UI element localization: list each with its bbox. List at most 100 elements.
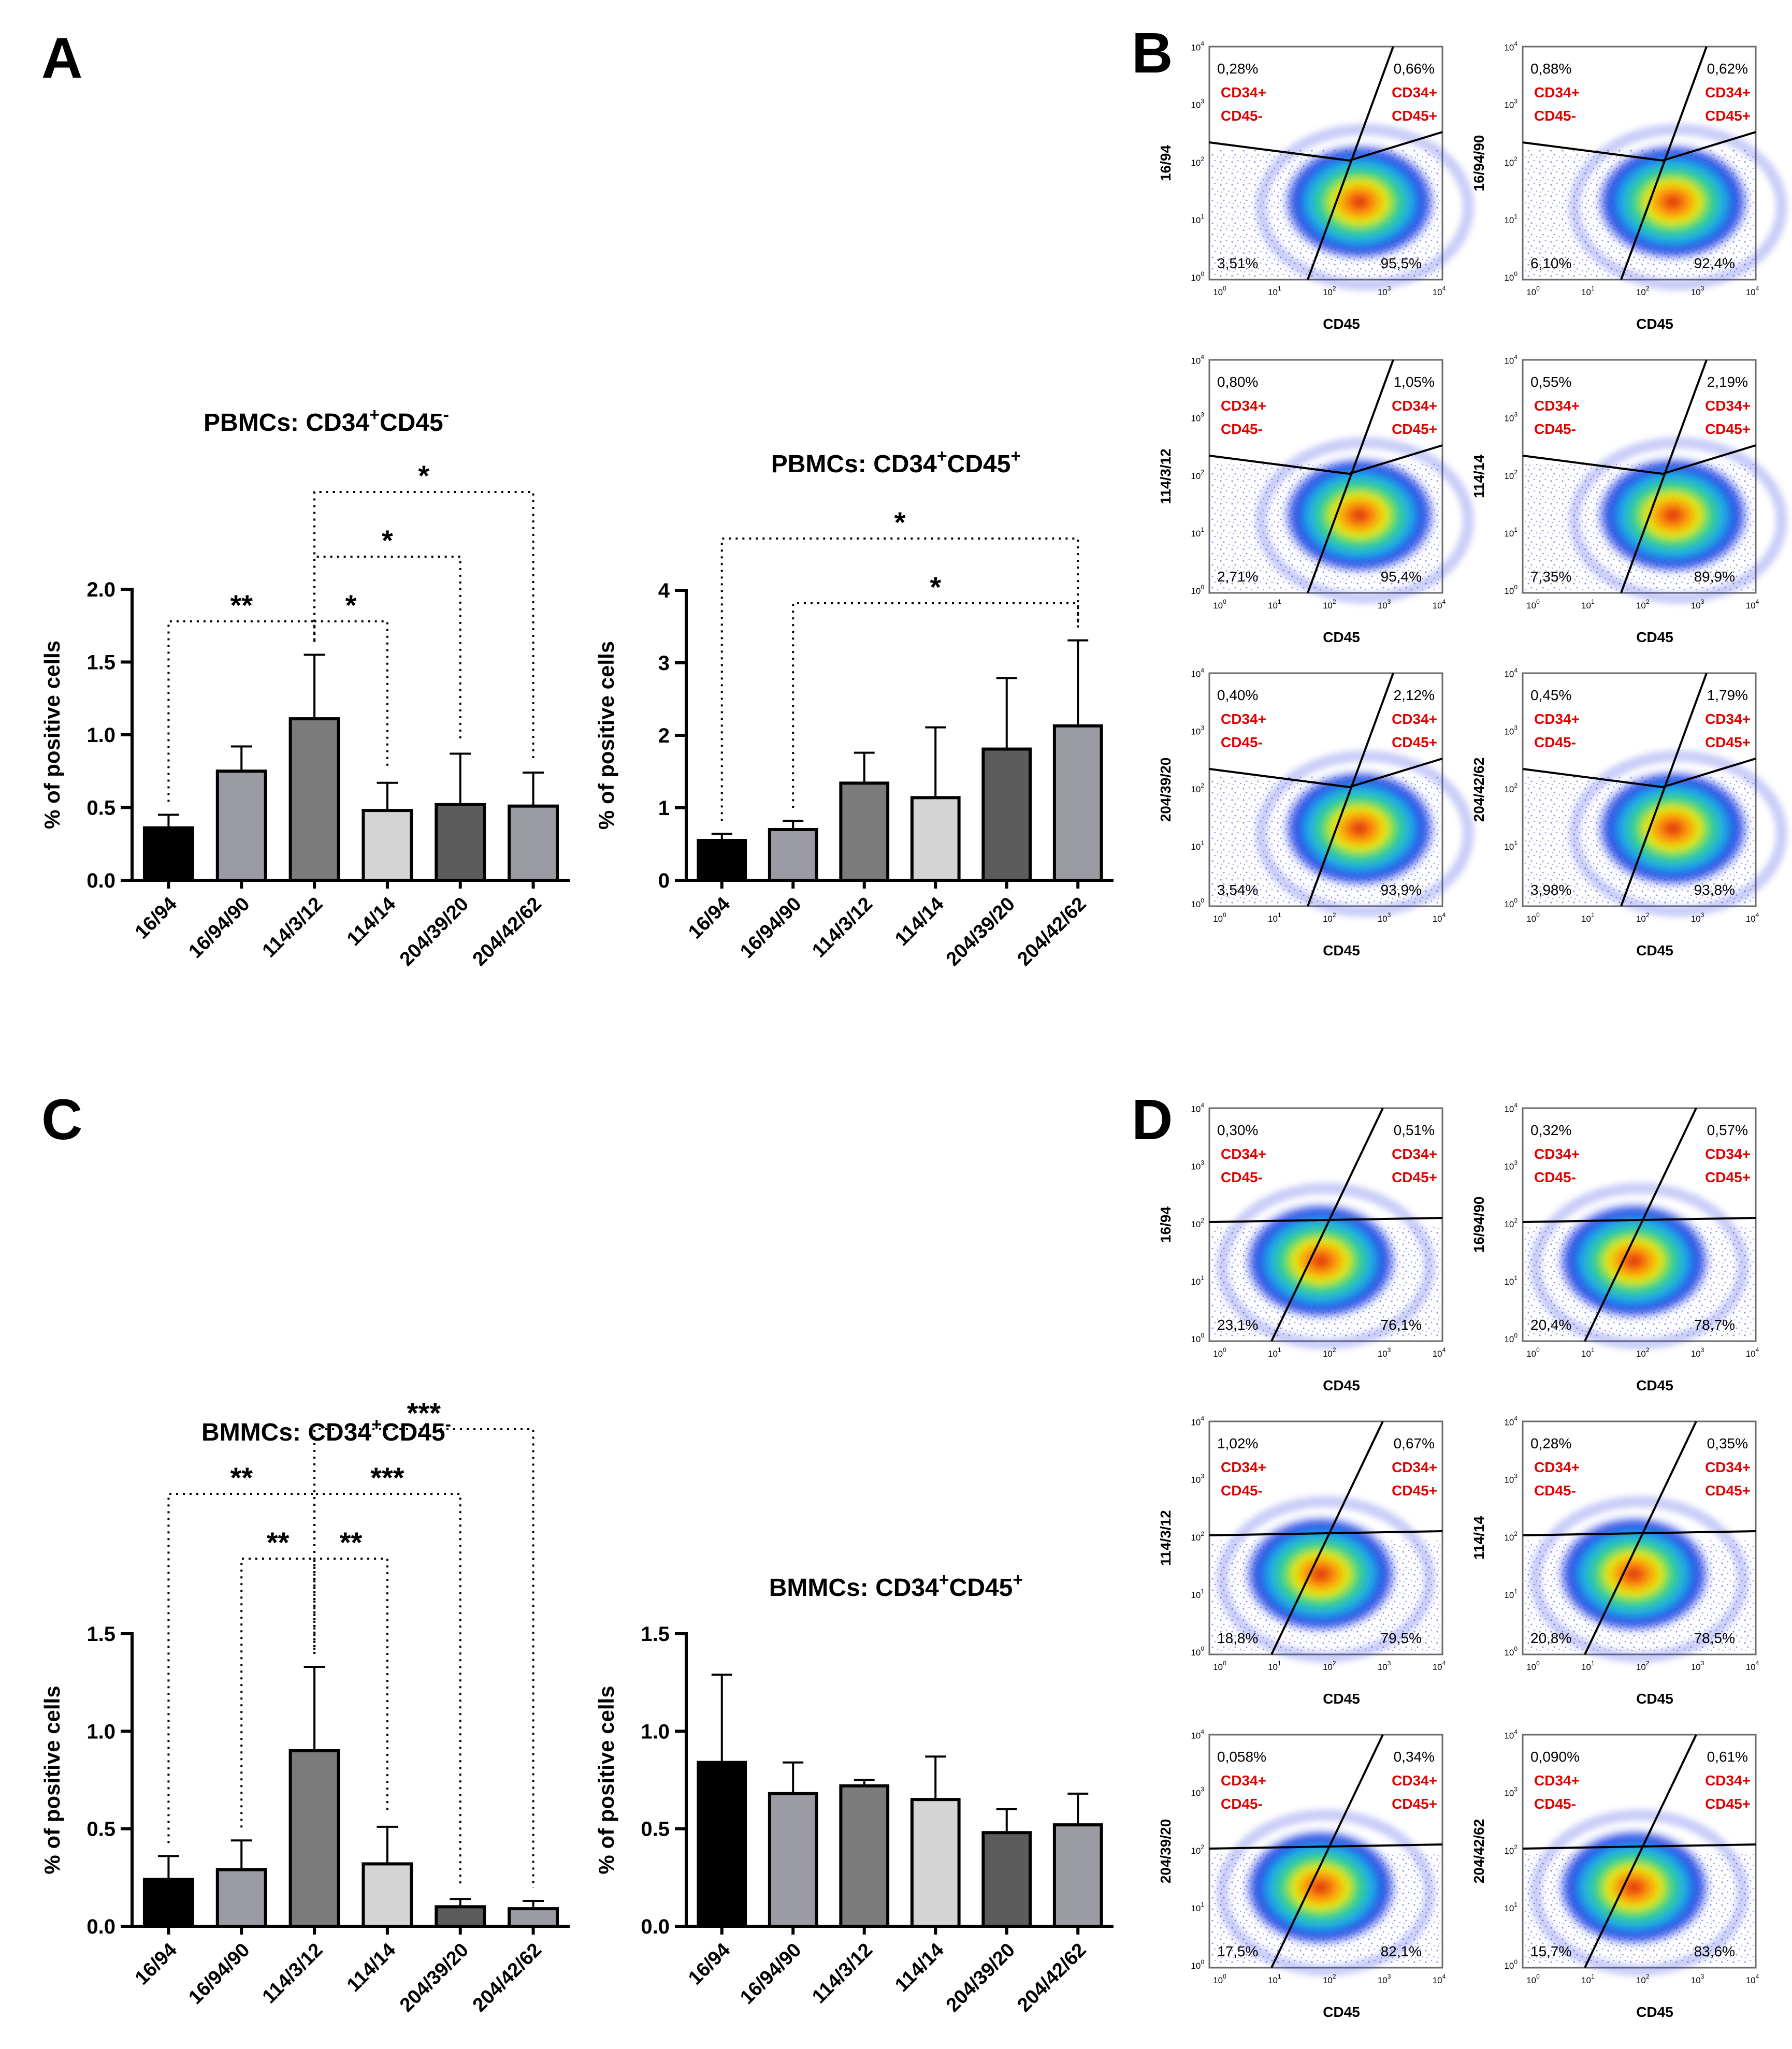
tick-exponent: 1 <box>1514 1274 1518 1282</box>
tick-base: 10 <box>1268 287 1278 297</box>
x-decade-tick: 103 <box>1691 285 1704 297</box>
x-decade-tick: 101 <box>1268 911 1281 924</box>
x-decade-tick: 101 <box>1581 1346 1595 1359</box>
significance-stars: * <box>894 506 906 539</box>
tick-exponent: 0 <box>1514 1332 1518 1339</box>
y-decade-tick: 101 <box>1504 213 1518 225</box>
tick-exponent: 0 <box>1201 1645 1204 1652</box>
tick-base: 10 <box>1213 1349 1223 1359</box>
significance-bracket <box>313 491 534 760</box>
quadrant-lower-right-pct: 95,5% <box>1381 255 1422 271</box>
bar-114/3/12 <box>839 781 890 882</box>
tick-exponent: 0 <box>1514 584 1518 591</box>
quadrant-gate-horizontal <box>1209 1217 1443 1223</box>
tick-base: 10 <box>1526 1975 1536 1985</box>
quadrant-upper-left-pct: 0,80% <box>1217 374 1258 390</box>
x-decade-tick: 103 <box>1691 598 1704 611</box>
cd34-plus-label-left: CD34+ <box>1221 1146 1266 1162</box>
x-tick-label: 16/94/90 <box>736 893 805 963</box>
tick-base: 10 <box>1504 1219 1514 1229</box>
cd34-plus-label-left: CD34+ <box>1221 84 1266 100</box>
cd45-minus-label: CD45- <box>1534 1169 1576 1185</box>
cd45-plus-label: CD45+ <box>1705 1169 1751 1185</box>
title-superscript: + <box>371 1415 382 1434</box>
y-decade-tick: 101 <box>1191 1274 1204 1287</box>
tick-base: 10 <box>1191 158 1201 168</box>
y-tick-label: 1.5 <box>86 651 115 674</box>
flow-plot-B-114/3/12: 0,80% 1,05% 2,71% 95,4% CD34+ CD45- CD34+ CD45+… <box>1158 354 1474 645</box>
tick-base: 10 <box>1504 414 1514 424</box>
flow-plot-B-16/94/90: 0,88% 0,62% 6,10% 92,4% CD34+ CD45- CD34+ CD45+… <box>1471 40 1787 332</box>
tick-exponent: 3 <box>1701 1346 1704 1354</box>
tick-base: 10 <box>1433 1662 1442 1672</box>
cd34-plus-label-right: CD34+ <box>1392 1772 1437 1789</box>
density-halo <box>1217 1183 1435 1349</box>
tick-base: 10 <box>1378 287 1388 297</box>
x-axis-label-cd45: CD45 <box>1636 1377 1673 1393</box>
y-decade-tick: 101 <box>1191 213 1204 225</box>
cd34-plus-label-right: CD34+ <box>1392 1459 1437 1475</box>
x-decade-tick: 102 <box>1636 1346 1650 1359</box>
bar-204/42/62 <box>508 804 559 882</box>
tick-base: 10 <box>1191 1475 1201 1485</box>
tick-base: 10 <box>1581 1662 1591 1672</box>
tick-exponent: 2 <box>1646 598 1650 605</box>
tick-base: 10 <box>1504 899 1514 909</box>
tick-base: 10 <box>1504 727 1514 737</box>
x-axis-label-cd45: CD45 <box>1323 1691 1360 1707</box>
quadrant-lower-right-pct: 92,4% <box>1694 255 1735 271</box>
significance-stars: * <box>930 571 941 603</box>
x-decade-tick: 103 <box>1378 1660 1391 1672</box>
bar-114/14 <box>910 1798 961 1928</box>
tick-base: 10 <box>1433 1349 1442 1359</box>
tick-base: 10 <box>1526 914 1536 924</box>
x-decade-tick: 104 <box>1433 911 1446 924</box>
y-tick-label: 1.0 <box>641 1720 670 1743</box>
y-tick-label: 3 <box>658 652 670 675</box>
bar-204/39/20 <box>435 803 486 882</box>
tick-exponent: 4 <box>1201 1415 1204 1422</box>
cd45-minus-label: CD45- <box>1221 1796 1263 1812</box>
tick-exponent: 3 <box>1514 98 1518 105</box>
quadrant-upper-right-pct: 0,67% <box>1394 1435 1435 1451</box>
tick-base: 10 <box>1191 414 1201 424</box>
tick-exponent: 0 <box>1536 598 1540 605</box>
quadrant-gate-horizontal <box>1209 1843 1443 1850</box>
cd34-plus-label-left: CD34+ <box>1221 1772 1266 1789</box>
tick-base: 10 <box>1191 1533 1201 1543</box>
tick-exponent: 2 <box>1201 1217 1204 1224</box>
x-decade-tick: 104 <box>1433 1660 1446 1672</box>
tick-exponent: 0 <box>1514 1645 1518 1652</box>
tick-exponent: 3 <box>1701 598 1704 605</box>
y-decade-tick: 104 <box>1504 667 1518 679</box>
tick-base: 10 <box>1504 1475 1514 1485</box>
bar-114/3/12 <box>288 717 340 882</box>
bar-204/42/62 <box>1052 724 1103 882</box>
density-cloud <box>1243 1515 1398 1634</box>
tick-base: 10 <box>1504 273 1514 283</box>
density-halo <box>1255 750 1474 917</box>
tick-exponent: 3 <box>1201 98 1204 105</box>
tick-base: 10 <box>1378 1349 1388 1359</box>
quadrant-lower-left-pct: 2,71% <box>1217 569 1258 585</box>
tick-base: 10 <box>1191 1418 1201 1428</box>
tick-exponent: 0 <box>1536 911 1540 919</box>
x-decade-tick: 101 <box>1581 285 1595 297</box>
y-tick-label: 0.5 <box>86 1818 115 1841</box>
tick-base: 10 <box>1504 529 1514 539</box>
x-decade-tick: 100 <box>1526 598 1540 611</box>
bar-16/94 <box>142 1878 194 1928</box>
tick-exponent: 2 <box>1201 1530 1204 1537</box>
y-axis-label: % of positive cells <box>594 641 618 830</box>
bar-114/3/12 <box>288 1749 340 1928</box>
x-decade-tick: 102 <box>1323 285 1336 297</box>
tick-exponent: 4 <box>1514 1415 1518 1422</box>
cd45-minus-label: CD45- <box>1534 734 1576 750</box>
y-decade-tick: 104 <box>1191 354 1204 366</box>
quadrant-lower-right-pct: 82,1% <box>1381 1943 1422 1959</box>
y-tick-label: 0.5 <box>641 1818 670 1841</box>
y-decade-tick: 101 <box>1504 839 1518 852</box>
tick-exponent: 4 <box>1442 1346 1446 1354</box>
quadrant-upper-left-pct: 1,02% <box>1217 1435 1258 1451</box>
tick-base: 10 <box>1191 1731 1201 1741</box>
